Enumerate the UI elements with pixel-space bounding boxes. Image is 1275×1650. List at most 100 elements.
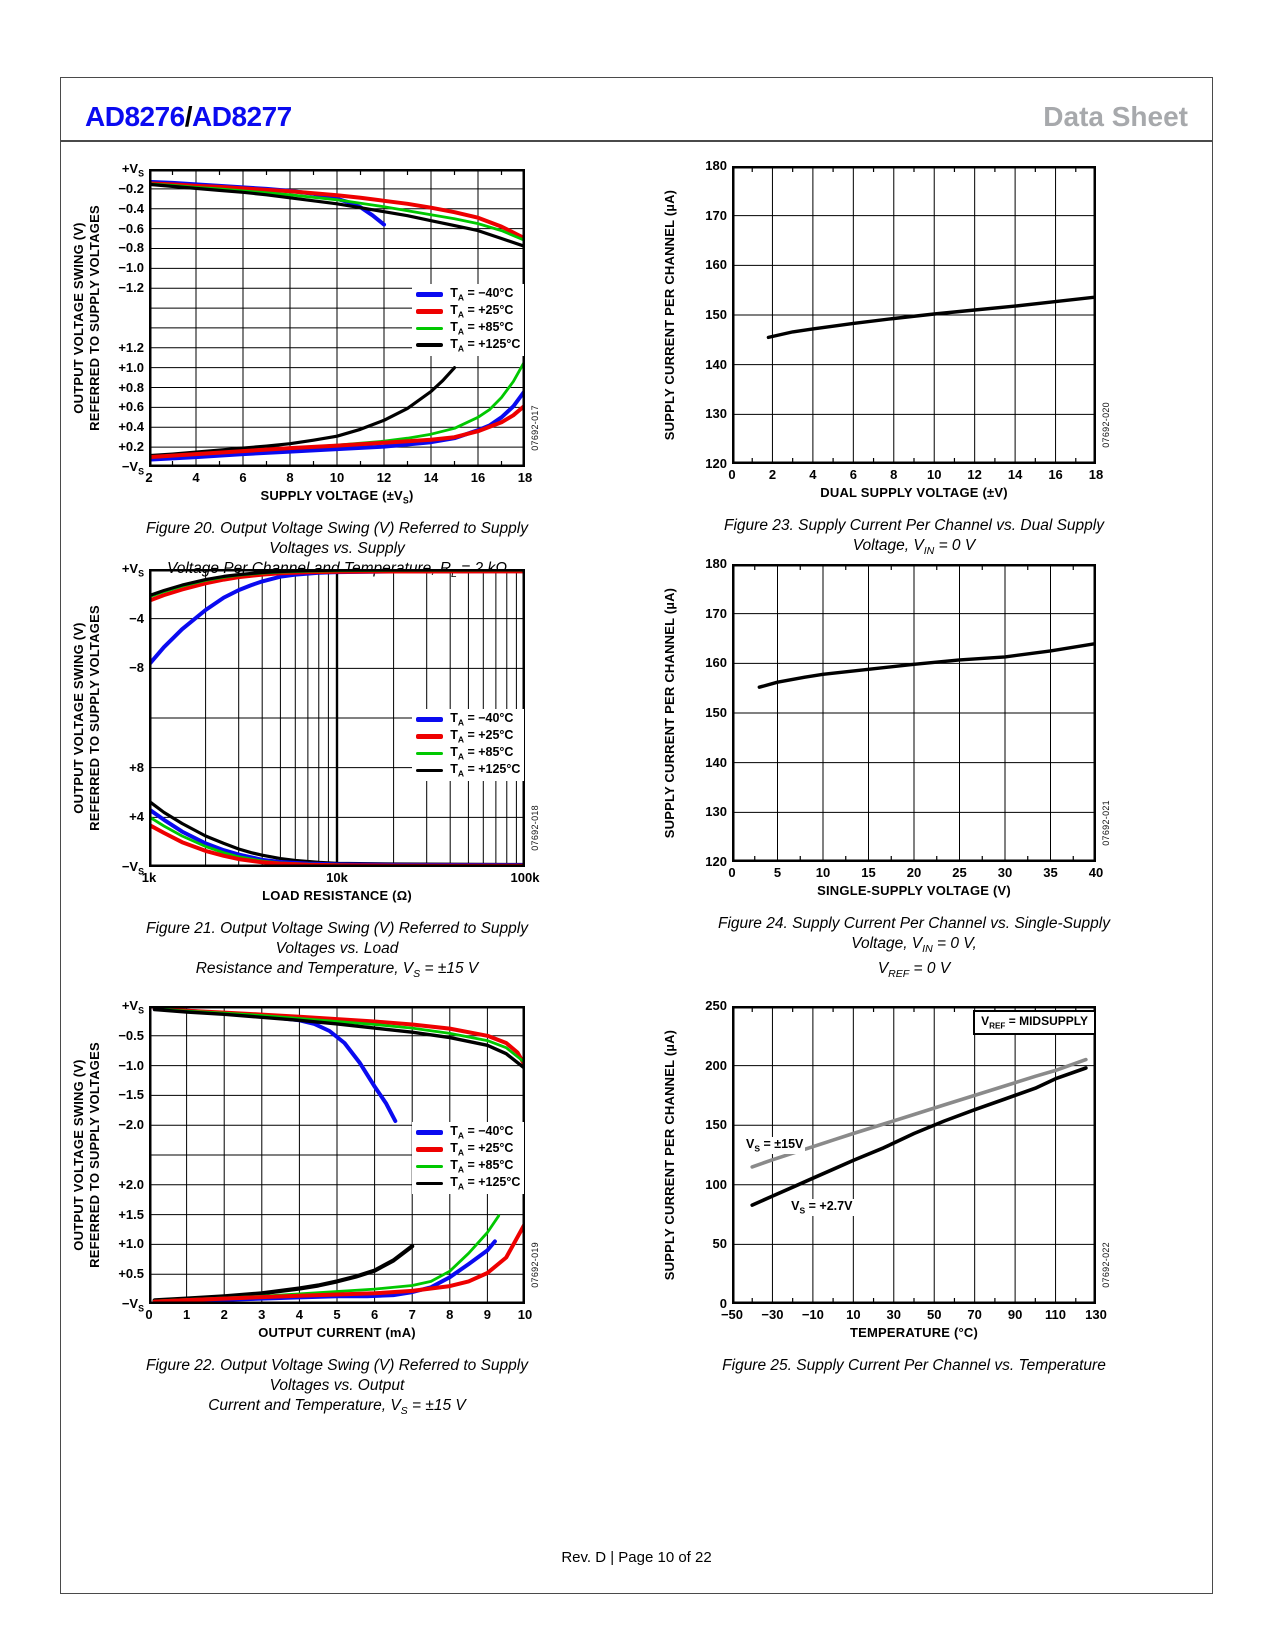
y-tick-label: 150 (705, 705, 727, 720)
y-tick-label: +4 (129, 809, 144, 825)
series-blue-lower (147, 388, 527, 462)
chart-legend: TA = −40°C TA = +25°C TA = +85°C TA = +125°… (412, 709, 525, 782)
page-footer: Rev. D | Page 10 of 22 (561, 1549, 712, 1566)
part-left: AD8276 (85, 101, 185, 132)
x-tick-label: 5 (773, 865, 782, 880)
series-black (766, 295, 1098, 340)
y-axis-label: OUTPUT VOLTAGE SWING (V) REFERRED TO SUPP… (71, 569, 103, 867)
figure-25-caption: Figure 25. Supply Current Per Channel vs… (652, 1356, 1116, 1376)
legend-line-black (416, 343, 444, 347)
legend-entry: TA = +85°C (416, 1158, 520, 1175)
x-tick-label: 2 (220, 1307, 228, 1322)
x-tick-label: 12 (967, 467, 982, 482)
curve-label: VS = +2.7V (789, 1199, 855, 1216)
x-tick-label: 18 (517, 470, 533, 485)
x-tick-label: 2 (145, 470, 153, 485)
y-axis-label-line: SUPPLY CURRENT PER CHANNEL (µA) (662, 1029, 677, 1281)
x-tick-label: 6 (239, 470, 247, 485)
plot-area (732, 166, 1098, 464)
legend-line-red (416, 308, 444, 314)
caption-line: VREF = 0 V (877, 960, 951, 981)
caption-line: Figure 22. Output Voltage Swing (V) Refe… (146, 1357, 528, 1394)
legend-label: TA = +85°C (450, 745, 514, 762)
plot-border (732, 1006, 1096, 1304)
figure-code: 07692-017 (530, 405, 540, 451)
figure-code: 07692-022 (1101, 1242, 1111, 1288)
y-axis-ticks: 120 130 140 150 160 170 180 (688, 158, 730, 471)
x-tick-label: −10 (801, 1307, 824, 1322)
legend-label: TA = +85°C (450, 319, 514, 337)
part-number: AD8276/AD8277 (85, 101, 292, 133)
legend-line-green (416, 326, 444, 330)
y-tick-label: −1.2 (118, 280, 144, 296)
legend-line-green (416, 752, 444, 756)
x-tick-label: 35 (1043, 865, 1058, 880)
y-tick-label: −0.4 (118, 200, 144, 216)
y-tick-label: 170 (705, 605, 727, 621)
y-tick-label: +1.2 (118, 339, 144, 355)
y-tick-label: 130 (705, 406, 727, 422)
x-tick-label: 10 (329, 470, 345, 485)
figure-24: SUPPLY CURRENT PER CHANNEL (µA) 120 130 140… (652, 554, 1116, 984)
x-tick-label: 0 (145, 1307, 153, 1322)
caption-line: Figure 21. Output Voltage Swing (V) Refe… (146, 920, 528, 957)
caption-line: Figure 24. Supply Current Per Channel vs… (717, 915, 1110, 956)
x-axis-ticks: 0 2 4 6 8 10 12 14 16 18 (728, 467, 1103, 483)
y-axis-label-line: OUTPUT VOLTAGE SWING (V) (71, 622, 86, 814)
legend-entry: TA = +25°C (416, 1141, 520, 1158)
y-tick-label: 160 (705, 257, 727, 273)
x-tick-label: 10 (517, 1307, 533, 1322)
legend-label: TA = +125°C (450, 1175, 521, 1192)
y-axis-label-line: SUPPLY CURRENT PER CHANNEL (µA) (662, 587, 677, 839)
chart-svg (732, 1006, 1096, 1304)
legend-entry: TA = −40°C (416, 711, 520, 728)
x-tick-label: 18 (1088, 467, 1104, 482)
legend-line-blue (416, 291, 444, 297)
legend-label: TA = +25°C (450, 728, 514, 745)
x-tick-label: 10 (815, 865, 831, 880)
plot-area: TA = −40°C TA = +25°C TA = +85°C TA = +125°… (147, 169, 527, 467)
x-tick-label: 1 (182, 1307, 191, 1322)
legend-entry: TA = −40°C (416, 286, 520, 303)
figure-23-caption: Figure 23. Supply Current Per Channel vs… (652, 516, 1116, 561)
y-axis-label-line: SUPPLY CURRENT PER CHANNEL (µA) (662, 189, 677, 441)
y-axis-ticks: 120 130 140 150 160 170 180 (688, 556, 730, 869)
y-tick-label: −1.0 (118, 260, 144, 276)
x-tick-label: 110 (1045, 1307, 1067, 1322)
legend-label: TA = +85°C (450, 1158, 514, 1175)
y-axis-ticks: 0 50 100 150 200 250 (688, 998, 730, 1311)
plot-border (732, 166, 1096, 464)
x-axis-label: SINGLE-SUPPLY VOLTAGE (V) (817, 883, 1011, 898)
x-axis-label: SUPPLY VOLTAGE (±VS) (260, 488, 414, 506)
y-axis-label: OUTPUT VOLTAGE SWING (V) REFERRED TO SUPP… (71, 169, 103, 467)
y-tick-label: −0.5 (118, 1027, 144, 1043)
x-tick-label: 50 (926, 1307, 942, 1322)
y-tick-label: 150 (705, 1117, 727, 1133)
x-axis-label: DUAL SUPPLY VOLTAGE (±V) (820, 485, 1008, 500)
legend-label: TA = −40°C (450, 711, 514, 728)
y-tick-label: 0 (719, 1296, 727, 1311)
page-frame: AD8276/AD8277 Data Sheet OUTPUT VOLTAGE … (60, 77, 1213, 1594)
y-axis-label-line: REFERRED TO SUPPLY VOLTAGES (87, 1042, 102, 1268)
legend-entry: TA = −40°C (416, 1124, 520, 1141)
caption-line: Resistance and Temperature, VS = ±15 V (195, 960, 479, 981)
figure-23-chart: SUPPLY CURRENT PER CHANNEL (µA) 120 130 140… (652, 156, 1116, 508)
x-tick-label: 0 (728, 865, 736, 880)
x-tick-label: 8 (890, 467, 898, 482)
y-axis-label-line: REFERRED TO SUPPLY VOLTAGES (87, 205, 102, 431)
y-tick-label: 180 (705, 556, 727, 571)
y-tick-label: 120 (705, 456, 727, 471)
plot-border (732, 564, 1096, 862)
x-axis-label: TEMPERATURE (°C) (849, 1325, 979, 1340)
y-tick-label: 170 (705, 207, 727, 223)
x-tick-label: 4 (295, 1307, 303, 1322)
figure-code: 07692-018 (530, 805, 540, 851)
x-tick-label: 30 (997, 865, 1013, 880)
y-axis-ticks: +VS −0.2 −0.4 −0.6 −0.8 −1.0 −1.2 +1.2 +1.0 +0.8 +… (105, 161, 147, 477)
plot-area: TA = −40°C TA = +25°C TA = +85°C TA = +125°… (147, 568, 527, 868)
chart-legend: TA = −40°C TA = +25°C TA = +85°C TA = +125°… (412, 1122, 525, 1195)
series-black-upper (147, 182, 527, 249)
figure-22-chart: OUTPUT VOLTAGE SWING (V) REFERRED TO SUPP… (69, 996, 545, 1348)
y-tick-label: −2.0 (118, 1117, 144, 1133)
